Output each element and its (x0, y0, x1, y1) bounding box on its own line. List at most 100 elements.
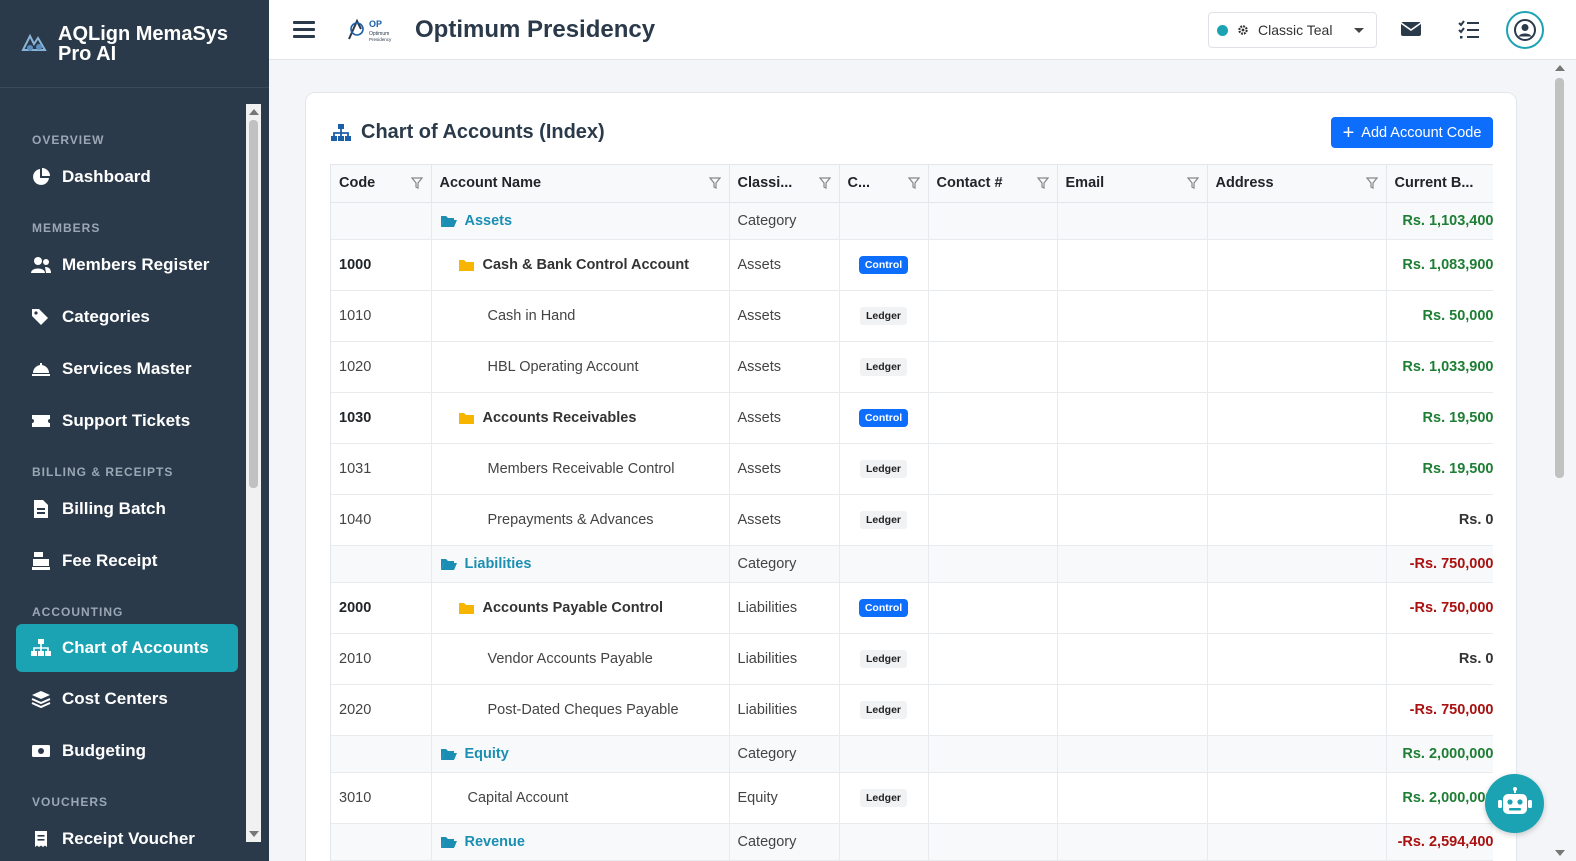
table-row[interactable]: 2020 Post-Dated Cheques Payable Liabilit… (331, 684, 1493, 736)
sidebar-item-dashboard[interactable]: Dashboard (0, 152, 246, 202)
filter-icon[interactable] (1365, 177, 1378, 189)
sidebar-item-categories[interactable]: Categories (0, 292, 246, 342)
user-avatar[interactable] (1506, 11, 1544, 49)
address-cell (1207, 392, 1387, 444)
table-row[interactable]: 1000 Cash & Bank Control Account Assets … (331, 239, 1493, 291)
column-header[interactable]: Classi... (729, 165, 840, 203)
table-row[interactable]: Liabilities Category -Rs. 750,000 (331, 545, 1493, 583)
brand-name: AQLign MemaSys Pro AI (58, 24, 228, 64)
page-title-text: Chart of Accounts (Index) (361, 121, 605, 143)
brand-logo-icon (21, 33, 47, 51)
sidebar-item-cost-centers[interactable]: Cost Centers (0, 674, 246, 724)
table-row[interactable]: 2000 Accounts Payable Control Liabilitie… (331, 582, 1493, 634)
scroll-up-arrow-icon[interactable] (249, 109, 259, 115)
balance-cell: Rs. 1,033,900 (1386, 341, 1493, 393)
contact-cell (928, 392, 1058, 444)
scroll-down-arrow-icon[interactable] (249, 831, 259, 837)
account-name: Liabilities (464, 555, 532, 572)
sidebar-item-billing-batch[interactable]: Billing Batch (0, 484, 246, 534)
brand-name-line1: AQLign MemaSys (58, 22, 229, 45)
sidebar-item-support-tickets[interactable]: Support Tickets (0, 396, 246, 446)
sidebar-scroll-thumb[interactable] (249, 120, 258, 488)
sidebar-item-budgeting[interactable]: Budgeting (0, 726, 246, 776)
tags-icon (30, 306, 52, 328)
column-header-label: Address (1215, 175, 1274, 192)
hamburger-menu-icon[interactable] (293, 17, 315, 42)
classification-cell: Liabilities (729, 684, 840, 736)
brand[interactable]: AQLign MemaSys Pro AI (0, 0, 269, 88)
classification-cell: Assets (729, 392, 840, 444)
sidebar-item-services-master[interactable]: Services Master (0, 344, 246, 394)
filter-icon[interactable] (907, 177, 920, 189)
chatbot-button[interactable] (1485, 774, 1544, 833)
table-row[interactable]: Equity Category Rs. 2,000,000 (331, 735, 1493, 773)
code-cell: 2010 (331, 633, 432, 685)
column-header[interactable]: Address (1207, 165, 1387, 203)
filter-icon[interactable] (708, 177, 721, 189)
filter-icon[interactable] (1186, 177, 1199, 189)
task-list-icon[interactable] (1457, 17, 1481, 41)
filter-icon[interactable] (818, 177, 831, 189)
sidebar-section-title: BILLING & RECEIPTS (32, 465, 174, 479)
folder-icon (458, 259, 474, 271)
ledger-badge: Ledger (859, 510, 907, 529)
table-row[interactable]: Revenue Category -Rs. 2,594,400 (331, 823, 1493, 861)
table-row[interactable]: Assets Category Rs. 1,103,400 (331, 202, 1493, 240)
contact-cell (928, 582, 1058, 634)
filter-icon[interactable] (410, 177, 423, 189)
add-account-code-button[interactable]: + Add Account Code (1331, 117, 1493, 148)
column-header[interactable]: Contact # (928, 165, 1058, 203)
sidebar-item-receipt-voucher[interactable]: Receipt Voucher (0, 814, 246, 861)
table-row[interactable]: 1010 Cash in Hand Assets Ledger Rs. 50,0… (331, 290, 1493, 342)
table-row[interactable]: 1030 Accounts Receivables Assets Control… (331, 392, 1493, 444)
table-row[interactable]: 3010 Capital Account Equity Ledger Rs. 2… (331, 772, 1493, 824)
accounts-grid: Code Account Name Classi... C... Contact # Em… (330, 164, 1493, 861)
table-row[interactable]: 2010 Vendor Accounts Payable Liabilities… (331, 633, 1493, 685)
type-cell: Ledger (839, 494, 929, 546)
account-name-cell: Capital Account (431, 772, 730, 824)
code-cell: 1000 (331, 239, 432, 291)
op-logo-icon: OP Optimum Presidency (348, 18, 392, 42)
page-scrollbar[interactable] (1552, 60, 1567, 861)
sidebar-item-members-register[interactable]: Members Register (0, 240, 246, 290)
code-cell: 1030 (331, 392, 432, 444)
contact-cell (928, 545, 1058, 583)
address-cell (1207, 582, 1387, 634)
sidebar-item-fee-receipt[interactable]: Fee Receipt (0, 536, 246, 586)
folder-icon (458, 602, 474, 614)
table-row[interactable]: 1020 HBL Operating Account Assets Ledger… (331, 341, 1493, 393)
email-cell (1057, 443, 1208, 495)
sidebar-section-title: OVERVIEW (32, 133, 105, 147)
column-header[interactable]: Code (331, 165, 432, 203)
account-name-cell: Cash & Bank Control Account (431, 239, 730, 291)
envelope-icon[interactable] (1399, 17, 1423, 41)
account-name: Accounts Receivables (482, 409, 637, 426)
table-row[interactable]: 1040 Prepayments & Advances Assets Ledge… (331, 494, 1493, 546)
address-cell (1207, 684, 1387, 736)
column-header[interactable]: C... (839, 165, 929, 203)
column-header[interactable]: Current B... (1386, 165, 1493, 203)
account-name-cell: Assets (431, 202, 730, 240)
page-scroll-thumb[interactable] (1555, 78, 1564, 478)
type-cell (839, 202, 929, 240)
column-header[interactable]: Email (1057, 165, 1208, 203)
ledger-badge: Ledger (859, 700, 907, 719)
sidebar-scrollbar[interactable] (246, 104, 261, 842)
ledger-badge: Ledger (859, 357, 907, 376)
account-name: Members Receivable Control (487, 460, 675, 477)
type-cell: Ledger (839, 341, 929, 393)
code-cell: 1040 (331, 494, 432, 546)
table-row[interactable]: 1031 Members Receivable Control Assets L… (331, 443, 1493, 495)
column-header[interactable]: Account Name (431, 165, 730, 203)
page-scroll-down-icon[interactable] (1555, 850, 1565, 856)
plus-icon: + (1342, 121, 1355, 144)
accounts-table: Code Account Name Classi... C... Contact # Em… (331, 165, 1493, 861)
sidebar-item-label: Budgeting (62, 741, 147, 760)
page-scroll-up-icon[interactable] (1555, 65, 1565, 71)
classification-cell: Liabilities (729, 633, 840, 685)
theme-select[interactable]: Classic Teal (1208, 12, 1377, 48)
filter-icon[interactable] (1036, 177, 1049, 189)
account-name: Equity (464, 745, 509, 762)
sidebar-item-chart-of-accounts[interactable]: Chart of Accounts (16, 624, 238, 672)
